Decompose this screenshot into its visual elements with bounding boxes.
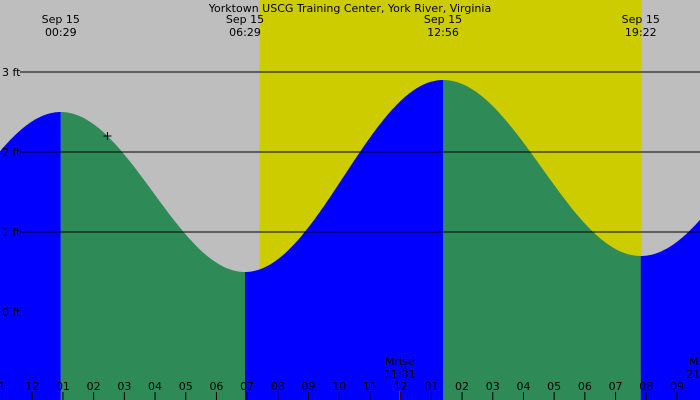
current-marker: [103, 132, 112, 140]
y-tick-label: 0 ft: [2, 306, 21, 319]
x-tick-label: 08: [639, 380, 653, 393]
tide-fills: [0, 80, 700, 400]
x-tick-label: 08: [271, 380, 285, 393]
gridlines: [20, 71, 700, 233]
x-tick-label: 06: [578, 380, 592, 393]
y-tick-label: 2 ft: [2, 146, 21, 159]
moon-event-time: 11:31: [384, 368, 416, 381]
y-tick-label: 3 ft: [2, 66, 21, 79]
chart-title: Yorktown USCG Training Center, York Rive…: [208, 2, 491, 15]
x-tick-label: 09: [670, 380, 684, 393]
extreme-date: Sep 15: [226, 13, 264, 26]
x-tick-label: 04: [516, 380, 530, 393]
moon-event-label: Mrise: [385, 355, 415, 368]
x-tick-label: 1: [0, 380, 5, 393]
y-axis-labels: 0 ft 1 ft 2 ft 3 ft: [2, 66, 21, 319]
x-tick-label: 11: [363, 380, 377, 393]
moon-event-label: Mset: [689, 355, 700, 368]
x-tick-label: 05: [547, 380, 561, 393]
x-tick-label: 03: [117, 380, 131, 393]
extreme-date: Sep 15: [622, 13, 660, 26]
extreme-time: 19:22: [625, 26, 657, 39]
extreme-time: 12:56: [427, 26, 459, 39]
x-tick-label: 06: [209, 380, 223, 393]
x-tick-label: 12: [25, 380, 39, 393]
x-tick-label: 03: [486, 380, 500, 393]
rising-tide-area: [0, 112, 61, 400]
extreme-time: 00:29: [45, 26, 77, 39]
x-tick-label: 07: [609, 380, 623, 393]
x-axis-ticks: 1 12 01 02 03 04 05 06 07 08 09 10 11 12 01 02 03 04 05 06 0…: [0, 380, 684, 400]
x-tick-label: 09: [302, 380, 316, 393]
x-tick-label: 02: [455, 380, 469, 393]
x-tick-label: 01: [424, 380, 438, 393]
falling-tide-area: [60, 112, 245, 400]
falling-tide-area: [443, 80, 641, 400]
x-tick-label: 01: [56, 380, 70, 393]
x-tick-label: 04: [148, 380, 162, 393]
x-tick-label: 12: [394, 380, 408, 393]
y-tick-label: 1 ft: [2, 226, 21, 239]
rising-tide-area: [640, 219, 700, 400]
extreme-time: 06:29: [229, 26, 261, 39]
x-tick-label: 02: [87, 380, 101, 393]
moon-event-time: 21:22: [686, 368, 700, 381]
rising-tide-area: [245, 80, 443, 400]
x-tick-label: 10: [332, 380, 346, 393]
x-tick-label: 05: [179, 380, 193, 393]
extreme-date: Sep 15: [424, 13, 462, 26]
x-tick-label: 07: [240, 380, 254, 393]
extreme-date: Sep 15: [42, 13, 80, 26]
